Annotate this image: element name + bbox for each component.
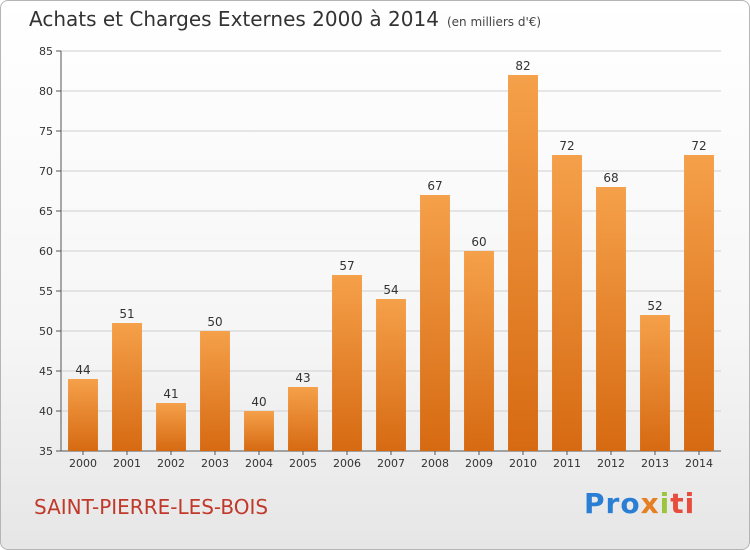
y-tick-label: 35 (39, 445, 53, 458)
y-tick-label: 65 (39, 205, 53, 218)
x-tick-label: 2004 (245, 457, 273, 470)
bar-2013 (640, 315, 670, 451)
x-tick-label: 2003 (201, 457, 229, 470)
bar-2007 (376, 299, 406, 451)
x-tick-label: 2011 (553, 457, 581, 470)
bar-2012 (596, 187, 626, 451)
x-tick-label: 2001 (113, 457, 141, 470)
bar-value-label: 41 (163, 387, 178, 401)
y-tick-label: 45 (39, 365, 53, 378)
bar-2006 (332, 275, 362, 451)
logo-part-4: ti (670, 487, 696, 520)
proxiti-logo: Proxiti (584, 487, 695, 520)
logo-part-2: x (640, 487, 660, 520)
bar-value-label: 82 (515, 59, 530, 73)
bar-2011 (552, 155, 582, 451)
bar-2003 (200, 331, 230, 451)
bar-value-label: 57 (339, 259, 354, 273)
bar-2010 (508, 75, 538, 451)
bar-value-label: 68 (603, 171, 618, 185)
bar-value-label: 67 (427, 179, 442, 193)
bar-2000 (68, 379, 98, 451)
x-tick-label: 2006 (333, 457, 361, 470)
bar-value-label: 44 (75, 363, 90, 377)
bar-value-label: 72 (559, 139, 574, 153)
bar-2002 (156, 403, 186, 451)
commune-name: SAINT-PIERRE-LES-BOIS (34, 495, 269, 519)
x-tick-label: 2002 (157, 457, 185, 470)
x-tick-label: 2014 (685, 457, 713, 470)
x-tick-label: 2005 (289, 457, 317, 470)
logo-part-1: Pro (584, 487, 641, 520)
bar-2009 (464, 251, 494, 451)
x-tick-label: 2009 (465, 457, 493, 470)
y-tick-label: 50 (39, 325, 53, 338)
bar-value-label: 50 (207, 315, 222, 329)
bar-value-label: 54 (383, 283, 398, 297)
bar-value-label: 40 (251, 395, 266, 409)
x-tick-label: 2010 (509, 457, 537, 470)
bar-value-label: 43 (295, 371, 310, 385)
bar-2014 (684, 155, 714, 451)
bar-value-label: 52 (647, 299, 662, 313)
y-tick-label: 60 (39, 245, 53, 258)
bar-2004 (244, 411, 274, 451)
x-tick-label: 2012 (597, 457, 625, 470)
y-tick-label: 55 (39, 285, 53, 298)
y-tick-label: 70 (39, 165, 53, 178)
y-tick-label: 80 (39, 85, 53, 98)
title-text: Achats et Charges Externes 2000 à 2014 (29, 7, 439, 31)
bar-value-label: 51 (119, 307, 134, 321)
x-tick-label: 2013 (641, 457, 669, 470)
chart-title: Achats et Charges Externes 2000 à 2014 (e… (29, 7, 541, 31)
unit-label: (en milliers d'€) (446, 15, 542, 29)
y-tick-label: 40 (39, 405, 53, 418)
x-tick-label: 2008 (421, 457, 449, 470)
bar-value-label: 72 (691, 139, 706, 153)
bar-2005 (288, 387, 318, 451)
bar-value-label: 60 (471, 235, 486, 249)
x-tick-label: 2000 (69, 457, 97, 470)
x-tick-label: 2007 (377, 457, 405, 470)
logo-part-3: i (659, 487, 671, 520)
bar-2008 (420, 195, 450, 451)
y-tick-label: 85 (39, 45, 53, 58)
bar-2001 (112, 323, 142, 451)
y-tick-label: 75 (39, 125, 53, 138)
